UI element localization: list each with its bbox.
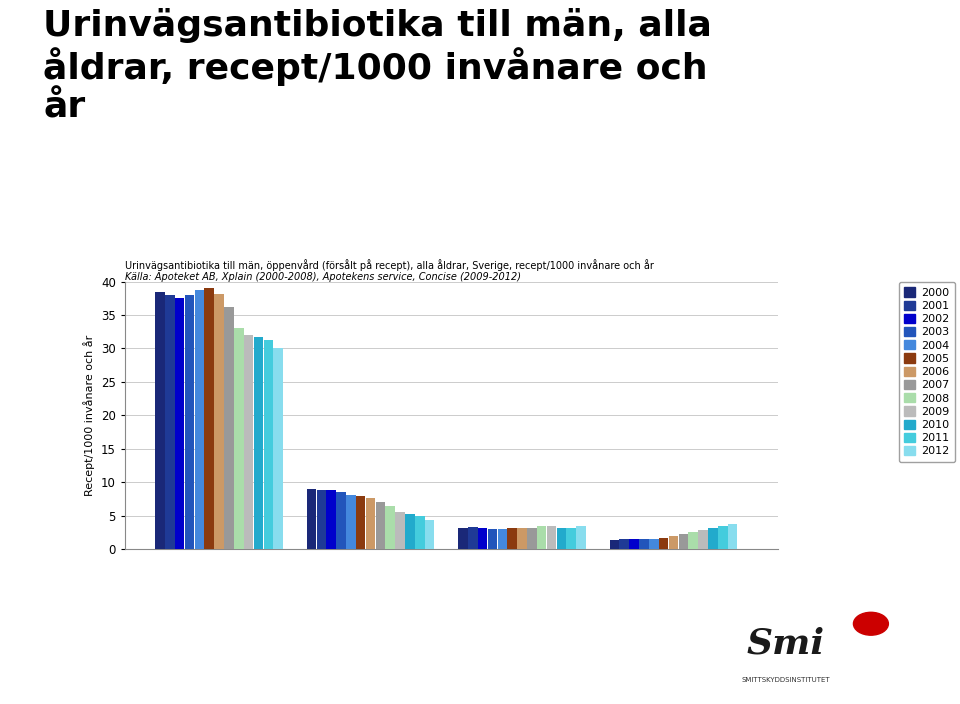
Text: Smi: Smi <box>747 627 825 661</box>
Bar <box>274 348 283 549</box>
Bar <box>405 515 415 549</box>
Text: Urinvägsantibiotika till män, öppenvård (försålt på recept), alla åldrar, Sverig: Urinvägsantibiotika till män, öppenvård … <box>125 259 654 271</box>
Y-axis label: Recept/1000 invånare och år: Recept/1000 invånare och år <box>84 334 95 496</box>
Bar <box>375 503 385 549</box>
Bar <box>425 520 435 549</box>
Bar <box>497 529 507 549</box>
Bar <box>204 289 214 549</box>
Bar <box>326 490 336 549</box>
Bar <box>576 526 586 549</box>
Bar <box>156 291 165 549</box>
Bar <box>244 335 253 549</box>
Bar <box>165 295 175 549</box>
Bar <box>253 337 263 549</box>
Bar <box>659 539 668 549</box>
Bar <box>557 529 566 549</box>
Bar <box>386 505 395 549</box>
Bar <box>415 515 424 549</box>
Bar <box>508 529 516 549</box>
Bar <box>517 529 527 549</box>
Bar <box>679 534 688 549</box>
Legend: 2000, 2001, 2002, 2003, 2004, 2005, 2006, 2007, 2008, 2009, 2010, 2011, 2012: 2000, 2001, 2002, 2003, 2004, 2005, 2006… <box>899 282 955 462</box>
Bar <box>537 527 546 549</box>
Bar <box>366 498 375 549</box>
Bar <box>184 295 194 549</box>
Bar <box>346 495 355 549</box>
Bar <box>317 489 326 549</box>
Bar <box>639 539 649 549</box>
Bar <box>468 527 477 549</box>
Bar <box>566 529 576 549</box>
Ellipse shape <box>853 612 888 635</box>
Bar <box>527 528 537 549</box>
Bar <box>669 536 679 549</box>
Bar <box>396 513 405 549</box>
Bar <box>708 528 718 549</box>
Bar <box>728 524 737 549</box>
Bar <box>478 529 488 549</box>
Bar <box>649 539 659 549</box>
Bar <box>458 528 468 549</box>
Bar <box>547 527 557 549</box>
Bar <box>306 489 316 549</box>
Bar <box>336 492 346 549</box>
Bar <box>688 532 698 549</box>
Bar <box>195 290 204 549</box>
Bar <box>356 496 366 549</box>
Text: Urinvägsantibiotika till män, alla
åldrar, recept/1000 invånare och
år: Urinvägsantibiotika till män, alla åldra… <box>43 8 712 125</box>
Text: SMITTSKYDDSINSTITUTET: SMITTSKYDDSINSTITUTET <box>742 677 830 684</box>
Bar <box>234 328 244 549</box>
Bar <box>264 341 273 549</box>
Bar <box>488 529 497 549</box>
Bar <box>698 530 708 549</box>
Bar <box>175 298 184 549</box>
Text: Källa: Apoteket AB, Xplain (2000-2008), Apotekens service, Concise (2009-2012): Källa: Apoteket AB, Xplain (2000-2008), … <box>125 272 520 282</box>
Bar <box>224 307 233 549</box>
Bar <box>619 539 629 549</box>
Bar <box>630 539 638 549</box>
Bar <box>610 540 619 549</box>
Bar <box>718 527 728 549</box>
Bar <box>214 294 224 549</box>
